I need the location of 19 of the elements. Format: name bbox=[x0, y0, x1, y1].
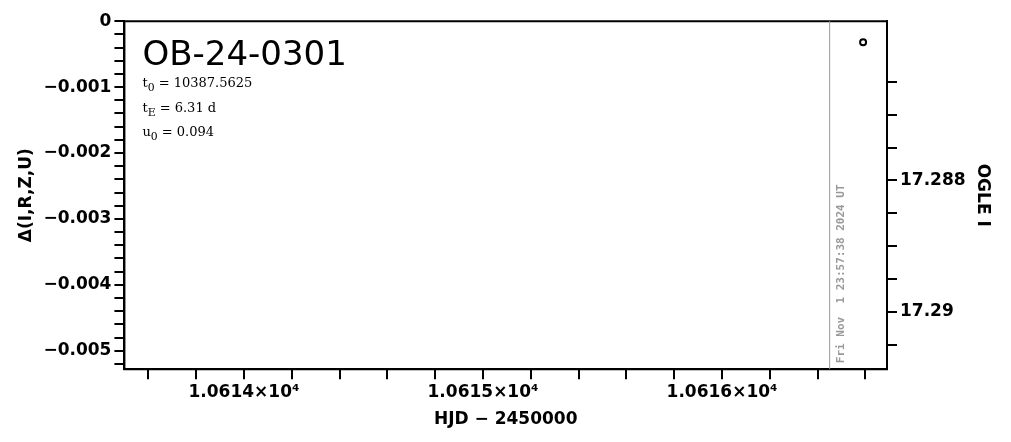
x-tick-label: 1.0614×10⁴ bbox=[188, 380, 300, 401]
y-tick-label: −0.004 bbox=[43, 273, 112, 294]
x-tick-label: 1.0616×10⁴ bbox=[666, 380, 778, 401]
y-tick-label: 0 bbox=[99, 9, 112, 30]
x-tick-label: 1.0615×10⁴ bbox=[427, 380, 539, 401]
chart-title: OB-24-0301 bbox=[142, 33, 347, 74]
y2-tick-label: 17.29 bbox=[900, 300, 954, 321]
y2-axis-title: OGLE I bbox=[974, 163, 995, 227]
annotation: u$_{0}$ = 0.094 bbox=[142, 123, 216, 145]
y-tick-label: −0.002 bbox=[43, 141, 112, 162]
annotation: t$_{0}$ = 10387.5625 bbox=[142, 74, 254, 96]
annotation: Fri Nov 1 23:57:38 2024 UT bbox=[833, 184, 847, 364]
y-tick-label: −0.003 bbox=[43, 207, 112, 228]
y2-tick-label: 17.288 bbox=[900, 168, 966, 189]
y-tick-label: −0.001 bbox=[43, 75, 112, 96]
x-axis-title: HJD − 2450000 bbox=[433, 408, 578, 429]
y-tick-label: −0.005 bbox=[43, 339, 112, 360]
y-axis-title: Δ(I,R,Z,U) bbox=[14, 148, 35, 243]
annotation: t$_{E}$ = 6.31 d bbox=[142, 98, 218, 121]
